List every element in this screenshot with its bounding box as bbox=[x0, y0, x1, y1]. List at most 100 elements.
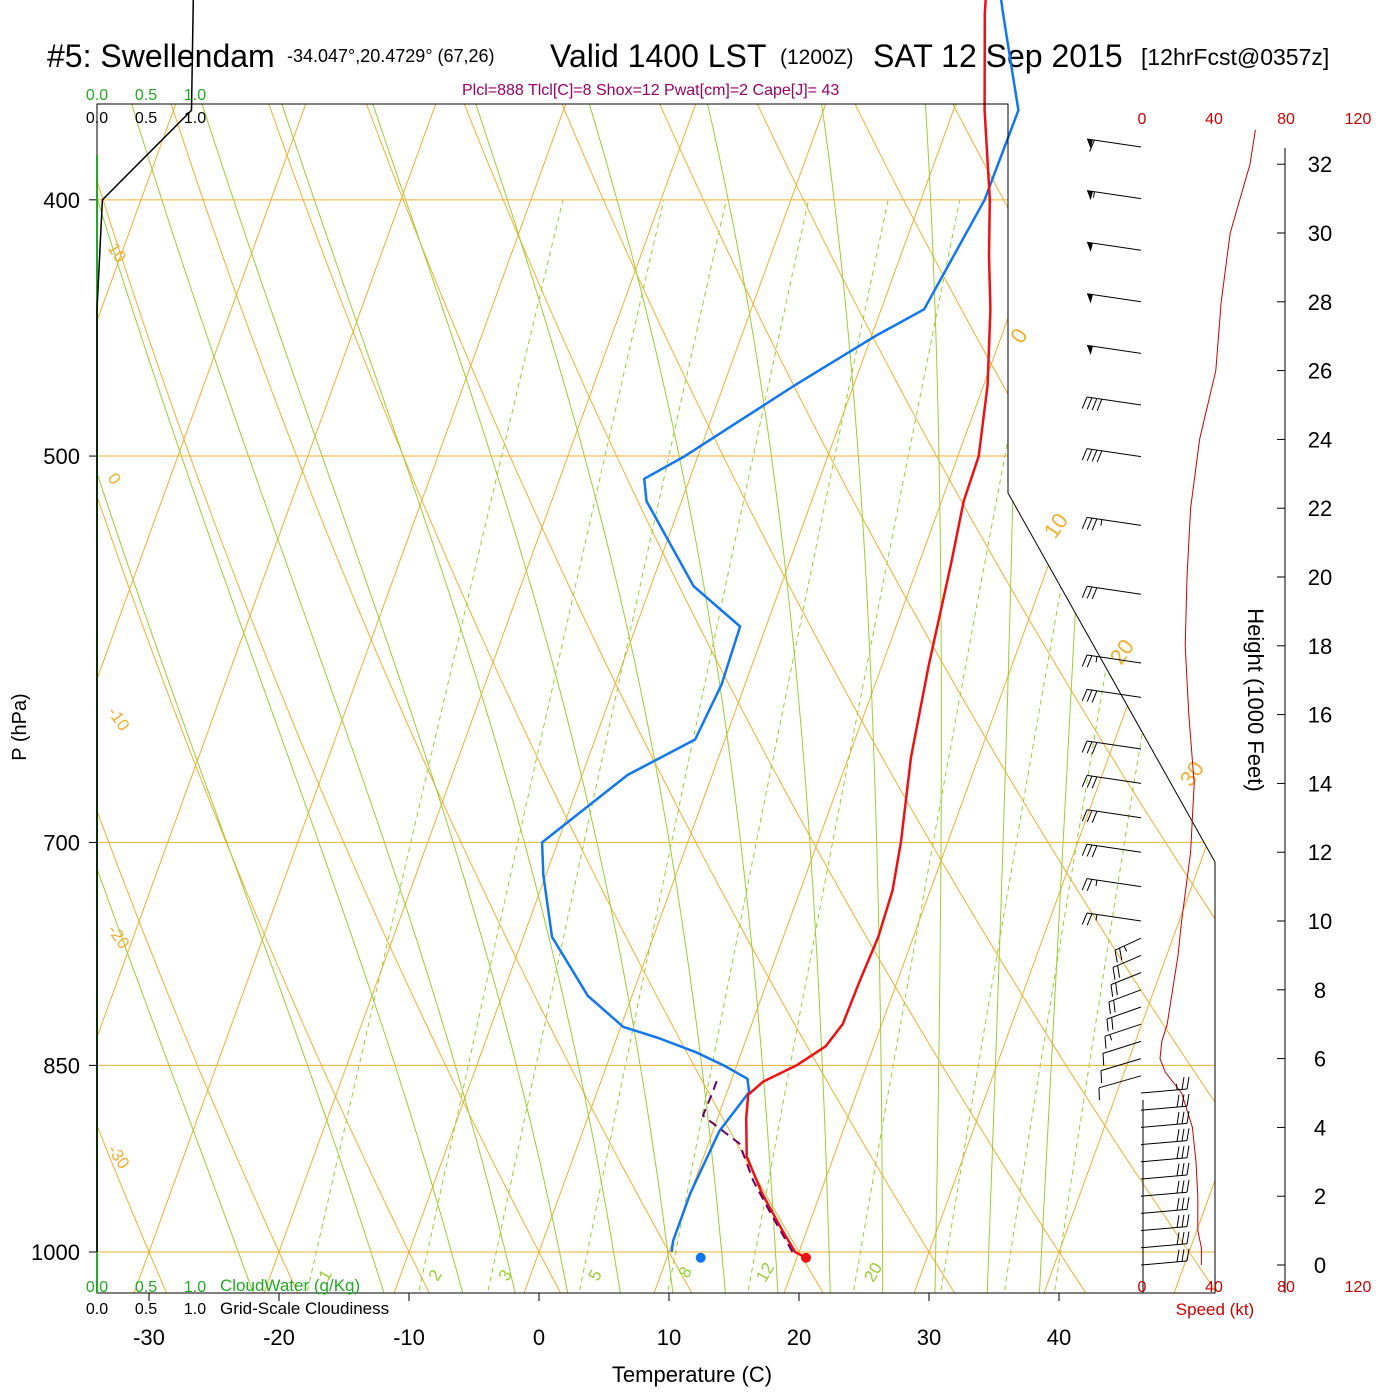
dry-adiabat-line bbox=[97, 104, 438, 1293]
barb-flag bbox=[1091, 449, 1098, 462]
height-axis-label: Height (1000 Feet) bbox=[1243, 608, 1268, 791]
barb-staff bbox=[1140, 1260, 1188, 1266]
valid-date: SAT 12 Sep 2015 bbox=[873, 38, 1123, 74]
x-tick-label: -10 bbox=[393, 1325, 425, 1350]
barb-flag bbox=[1186, 1248, 1190, 1262]
y-tick-label: 700 bbox=[43, 830, 80, 855]
moist-adiabat-line bbox=[986, 104, 1019, 1293]
barb-flag bbox=[1181, 1128, 1185, 1142]
dry-adiabat-line bbox=[97, 104, 569, 1293]
wind-barb bbox=[1081, 912, 1142, 926]
mixing-ratio-label: 5 bbox=[585, 1266, 606, 1284]
barb-flag bbox=[1086, 879, 1093, 891]
dry-adiabat-line bbox=[446, 104, 1215, 1293]
mixing-ratio-line bbox=[1001, 199, 1189, 1293]
barb-flag bbox=[1091, 742, 1098, 755]
wind-barb bbox=[1086, 293, 1142, 304]
isotherm-line bbox=[258, 104, 911, 1293]
barb-pennant bbox=[1087, 293, 1093, 304]
cloudwater-bottom-tick: 0.0 bbox=[86, 1279, 108, 1296]
barb-flag bbox=[1113, 999, 1116, 1013]
wind-barb bbox=[1098, 1075, 1142, 1101]
temperature-profile bbox=[744, 0, 992, 1259]
barb-staff bbox=[1086, 654, 1142, 664]
barb-flag bbox=[1110, 984, 1114, 997]
barb-staff bbox=[1086, 138, 1142, 148]
barb-flag bbox=[1181, 1111, 1185, 1124]
isotherm-line bbox=[97, 104, 521, 1293]
mixing-ratio-line bbox=[937, 199, 1133, 1293]
moist-adiabat-line bbox=[97, 104, 572, 1293]
wind-barb bbox=[1081, 843, 1142, 858]
wind-barb bbox=[1140, 1162, 1190, 1180]
barb-flag bbox=[1081, 689, 1088, 702]
barb-flag bbox=[1181, 1163, 1185, 1176]
mixing-ratio-line bbox=[575, 199, 810, 1293]
barb-staff bbox=[1086, 516, 1142, 526]
wind-barb bbox=[1140, 1197, 1190, 1214]
isotherm-line bbox=[1168, 104, 1215, 1293]
zulu-time: (1200Z) bbox=[780, 46, 854, 69]
barb-flag bbox=[1091, 776, 1098, 789]
x-tick-label: -30 bbox=[133, 1325, 165, 1350]
wind-barb bbox=[1140, 1179, 1190, 1197]
barb-flag bbox=[1089, 139, 1095, 152]
cloudiness-label: Grid-Scale Cloudiness bbox=[220, 1299, 389, 1318]
mixing-ratio-line bbox=[664, 199, 889, 1293]
barb-flag bbox=[1091, 845, 1098, 858]
barb-pennant bbox=[1087, 139, 1093, 149]
barb-flag bbox=[1086, 586, 1093, 599]
x-tick-label: 30 bbox=[917, 1325, 941, 1350]
y-tick-label: 850 bbox=[43, 1053, 80, 1078]
wind-barb bbox=[1081, 396, 1142, 411]
barb-flag bbox=[1176, 1163, 1180, 1176]
dry-adiabat-line bbox=[360, 104, 1215, 1293]
barb-staff bbox=[1140, 1157, 1188, 1163]
plot-frame bbox=[96, 103, 1216, 1294]
barb-half-flag bbox=[1123, 945, 1128, 952]
barb-flag bbox=[1186, 1093, 1190, 1107]
barb-staff bbox=[1086, 912, 1142, 922]
barb-flag bbox=[1181, 1180, 1185, 1193]
barb-staff bbox=[1086, 809, 1142, 819]
barb-staff bbox=[1102, 1040, 1142, 1054]
height-tick-label: 12 bbox=[1308, 840, 1332, 865]
barb-flag bbox=[1091, 398, 1098, 411]
x-tick-label: -20 bbox=[263, 1325, 295, 1350]
x-tick-label: 0 bbox=[533, 1325, 545, 1350]
barb-staff bbox=[1140, 1174, 1188, 1180]
cloudwater-top-tick: 1.0 bbox=[184, 87, 206, 104]
wind-speed-top-tick: 80 bbox=[1277, 111, 1295, 128]
barb-flag bbox=[1117, 965, 1121, 978]
moist-adiabat-line bbox=[414, 104, 780, 1293]
barb-flag bbox=[1114, 950, 1118, 963]
isotherm-label: 20 bbox=[1105, 635, 1140, 669]
dry-adiabat-line bbox=[1386, 0, 1400, 1308]
wind-barb bbox=[1140, 1231, 1190, 1249]
barb-flag bbox=[1086, 397, 1093, 410]
barb-flag bbox=[1081, 912, 1088, 925]
wind-barb bbox=[1114, 937, 1142, 963]
barb-half-flag bbox=[1176, 1083, 1178, 1090]
wind-barb bbox=[1081, 654, 1142, 668]
barb-staff bbox=[1140, 1122, 1188, 1128]
isotherm-line bbox=[1038, 104, 1215, 1293]
barb-flag bbox=[1186, 1111, 1190, 1124]
cloudiness-bottom-tick: 0.0 bbox=[86, 1301, 108, 1318]
height-tick-label: 22 bbox=[1308, 496, 1332, 521]
height-tick-label: 0 bbox=[1314, 1253, 1326, 1278]
x-tick-label: 20 bbox=[787, 1325, 811, 1350]
cloudiness-top-tick: 0.5 bbox=[135, 110, 157, 127]
barb-flag bbox=[1100, 1070, 1103, 1083]
surface-dewpoint-dot bbox=[695, 1252, 706, 1263]
barb-flag bbox=[1112, 967, 1116, 980]
barb-flag bbox=[1119, 948, 1123, 961]
barb-flag bbox=[1176, 1094, 1180, 1108]
barb-half-flag bbox=[1100, 519, 1103, 526]
barb-staff bbox=[1086, 344, 1142, 354]
dry-adiabat-line bbox=[0, 0, 41, 1308]
barb-flag bbox=[1086, 775, 1093, 788]
barb-staff bbox=[1112, 954, 1142, 968]
dry-adiabat-label: 10 bbox=[104, 239, 130, 265]
